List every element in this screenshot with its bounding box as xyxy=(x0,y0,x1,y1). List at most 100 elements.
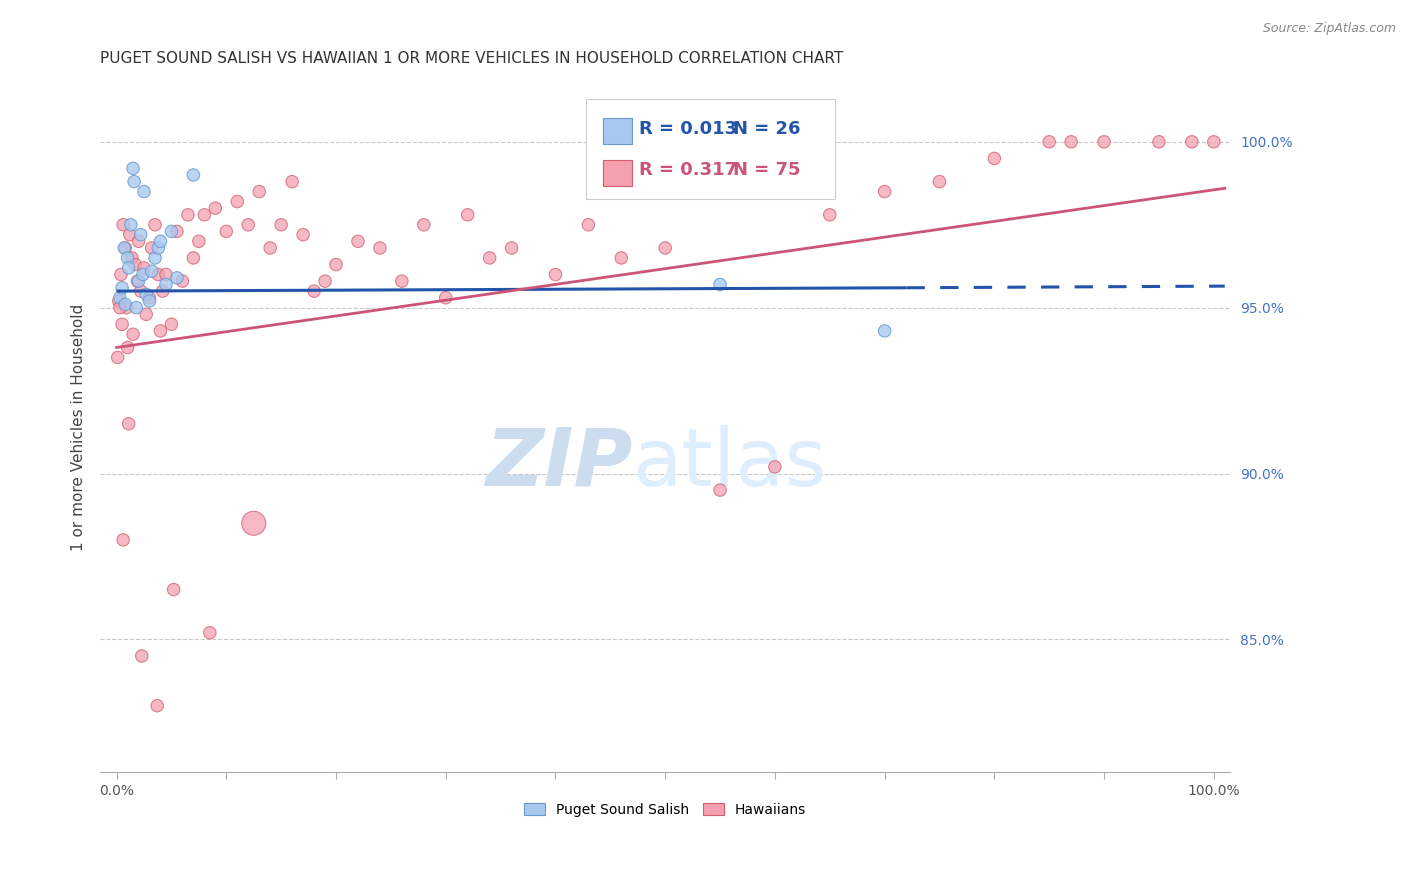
Y-axis label: 1 or more Vehicles in Household: 1 or more Vehicles in Household xyxy=(72,303,86,550)
Point xyxy=(1202,135,1225,149)
Point xyxy=(270,218,292,232)
Point xyxy=(1060,135,1083,149)
Point xyxy=(247,185,270,199)
Point xyxy=(368,241,391,255)
Point xyxy=(148,241,170,255)
Point xyxy=(347,235,370,249)
Point xyxy=(149,324,172,338)
Point xyxy=(117,341,139,355)
Point xyxy=(129,284,152,298)
Point xyxy=(112,218,135,232)
Point xyxy=(108,301,131,315)
Point xyxy=(112,241,135,255)
Point xyxy=(149,235,172,249)
Point xyxy=(110,268,132,282)
Point xyxy=(111,281,134,295)
Point xyxy=(1038,135,1060,149)
Point xyxy=(132,185,155,199)
Point xyxy=(118,227,141,242)
Point xyxy=(107,351,129,365)
Point xyxy=(127,274,149,288)
Point xyxy=(576,218,599,232)
Point xyxy=(238,218,260,232)
Point xyxy=(314,274,336,288)
Point xyxy=(1092,135,1115,149)
Point xyxy=(138,293,160,308)
Text: N = 75: N = 75 xyxy=(733,161,800,179)
Point xyxy=(160,224,183,238)
Point xyxy=(143,251,166,265)
Point xyxy=(215,224,238,238)
Point xyxy=(135,307,157,321)
Point xyxy=(709,277,731,292)
Point xyxy=(118,417,141,431)
Point xyxy=(155,277,177,292)
Point xyxy=(114,241,136,255)
Point xyxy=(129,227,152,242)
Legend: Puget Sound Salish, Hawaiians: Puget Sound Salish, Hawaiians xyxy=(517,796,813,823)
Point xyxy=(242,516,264,531)
Point xyxy=(131,648,153,663)
Point xyxy=(183,251,205,265)
Point xyxy=(325,258,347,272)
Point xyxy=(132,260,155,275)
Point xyxy=(187,235,209,249)
Text: Source: ZipAtlas.com: Source: ZipAtlas.com xyxy=(1263,22,1396,36)
Point xyxy=(108,291,131,305)
Point xyxy=(111,318,134,332)
Text: ZIP: ZIP xyxy=(485,425,633,502)
Point xyxy=(654,241,676,255)
Point xyxy=(141,264,163,278)
Point xyxy=(873,185,896,199)
Text: PUGET SOUND SALISH VS HAWAIIAN 1 OR MORE VEHICLES IN HOUSEHOLD CORRELATION CHART: PUGET SOUND SALISH VS HAWAIIAN 1 OR MORE… xyxy=(100,51,844,66)
Point xyxy=(281,175,304,189)
Point xyxy=(763,459,786,474)
Point xyxy=(114,297,136,311)
Point xyxy=(115,301,138,315)
Point xyxy=(226,194,249,209)
Text: R = 0.317: R = 0.317 xyxy=(640,161,737,179)
Point xyxy=(204,201,226,215)
Point xyxy=(122,175,145,189)
Point xyxy=(928,175,950,189)
Point xyxy=(124,258,146,272)
Point xyxy=(138,291,160,305)
Point xyxy=(709,483,731,497)
Point xyxy=(148,268,170,282)
Point xyxy=(391,274,413,288)
Point xyxy=(128,235,150,249)
Point xyxy=(132,268,155,282)
Point xyxy=(166,270,188,285)
Point xyxy=(1181,135,1204,149)
FancyBboxPatch shape xyxy=(603,160,633,186)
Point xyxy=(152,284,174,298)
Point xyxy=(501,241,523,255)
Point xyxy=(122,327,145,342)
Point xyxy=(172,274,194,288)
Point xyxy=(610,251,633,265)
Point xyxy=(983,152,1005,166)
Point xyxy=(141,241,163,255)
Point xyxy=(128,274,150,288)
Point xyxy=(121,251,143,265)
Point xyxy=(434,291,457,305)
Point xyxy=(873,324,896,338)
Point xyxy=(166,224,188,238)
Point xyxy=(302,284,325,298)
Point xyxy=(412,218,434,232)
Point xyxy=(160,318,183,332)
Point xyxy=(125,301,148,315)
Point xyxy=(135,287,157,301)
Point xyxy=(155,268,177,282)
Text: N = 26: N = 26 xyxy=(733,120,800,138)
Text: R = 0.013: R = 0.013 xyxy=(640,120,737,138)
Point xyxy=(118,260,141,275)
Point xyxy=(198,625,221,640)
Point xyxy=(193,208,215,222)
Point xyxy=(478,251,501,265)
Point xyxy=(292,227,315,242)
FancyBboxPatch shape xyxy=(603,119,633,145)
FancyBboxPatch shape xyxy=(586,99,835,200)
Point xyxy=(122,161,145,176)
Point xyxy=(457,208,479,222)
